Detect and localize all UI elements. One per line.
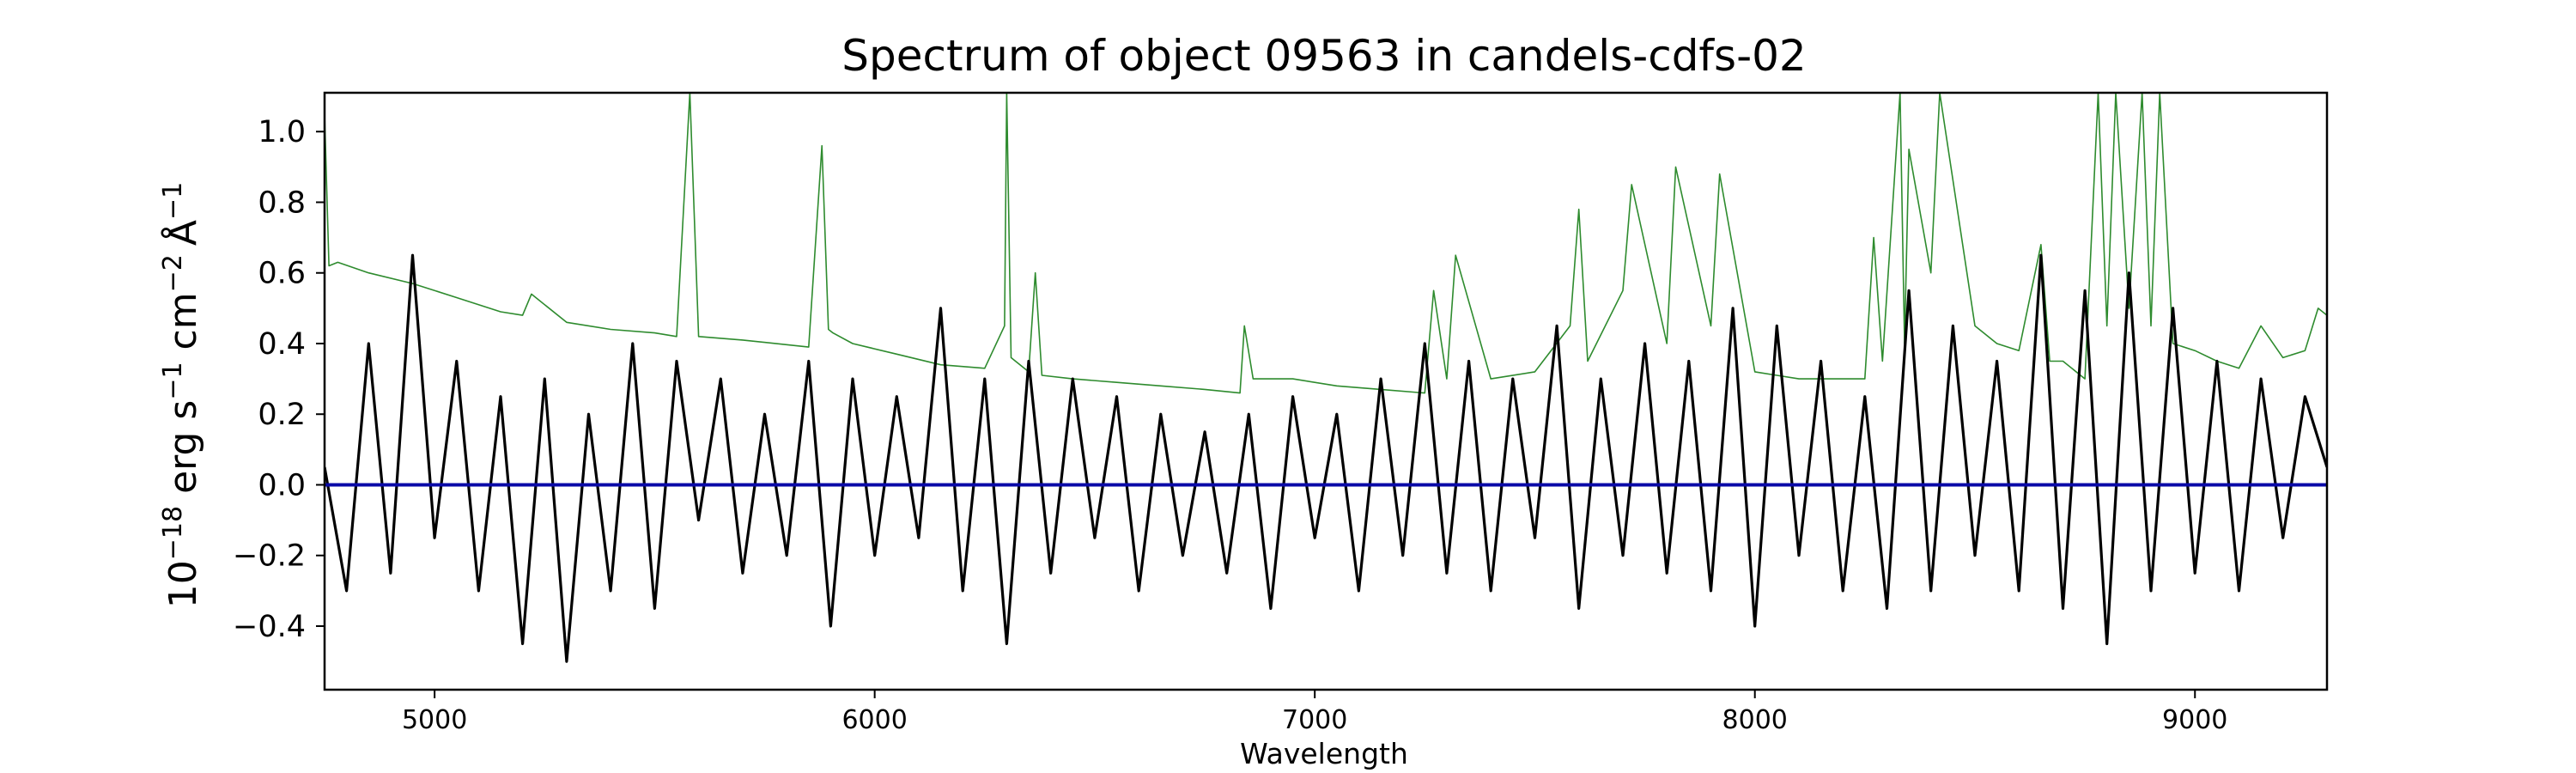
plot-series [325, 93, 2327, 663]
y-axis-label-unit-cm-exponent: −2 [158, 254, 188, 292]
x-tick-label: 9000 [2162, 705, 2227, 735]
y-tick-label: −0.4 [233, 610, 306, 644]
y-tick-label: 0.4 [258, 327, 306, 362]
y-tick-label: 0.6 [258, 257, 306, 291]
y-axis-label-unit-angstrom-exponent: −1 [158, 182, 188, 220]
x-tick-label: 5000 [402, 705, 467, 735]
y-tick-label: 0.8 [258, 186, 306, 220]
y-axis-label-unit-cm: cm [161, 292, 205, 350]
y-axis-label-base: 10 [161, 560, 205, 608]
y-tick-label: 1.0 [258, 115, 306, 149]
y-axis-label-exponent: −18 [158, 506, 188, 560]
chart-title: Spectrum of object 09563 in candels-cdfs… [841, 31, 1807, 81]
x-axis-label: Wavelength [1240, 737, 1408, 770]
y-axis-label: 10−18erg s−1cm−2Å−1 [158, 182, 206, 608]
plot-frame [323, 91, 2329, 691]
flux-series-line [325, 253, 2327, 663]
error-series-line [325, 93, 2327, 394]
y-axis-label-unit-erg: erg s [161, 400, 205, 494]
x-tick-label: 8000 [1722, 705, 1788, 735]
svg-text:10−18erg s−1cm−2Å−1: 10−18erg s−1cm−2Å−1 [158, 182, 206, 608]
axis-ticks: 5000 6000 7000 8000 9000 −0.4 −0.2 0.0 0.2 0.4 0.6… [233, 115, 2227, 735]
y-tick-label: −0.2 [233, 539, 306, 574]
x-tick-label: 7000 [1282, 705, 1347, 735]
y-axis-label-unit-angstrom: Å [160, 220, 205, 246]
y-tick-label: 0.2 [258, 398, 306, 432]
y-axis-label-unit-erg-exponent: −1 [158, 362, 188, 399]
x-tick-label: 6000 [841, 705, 907, 735]
y-tick-label: 0.0 [258, 468, 306, 502]
